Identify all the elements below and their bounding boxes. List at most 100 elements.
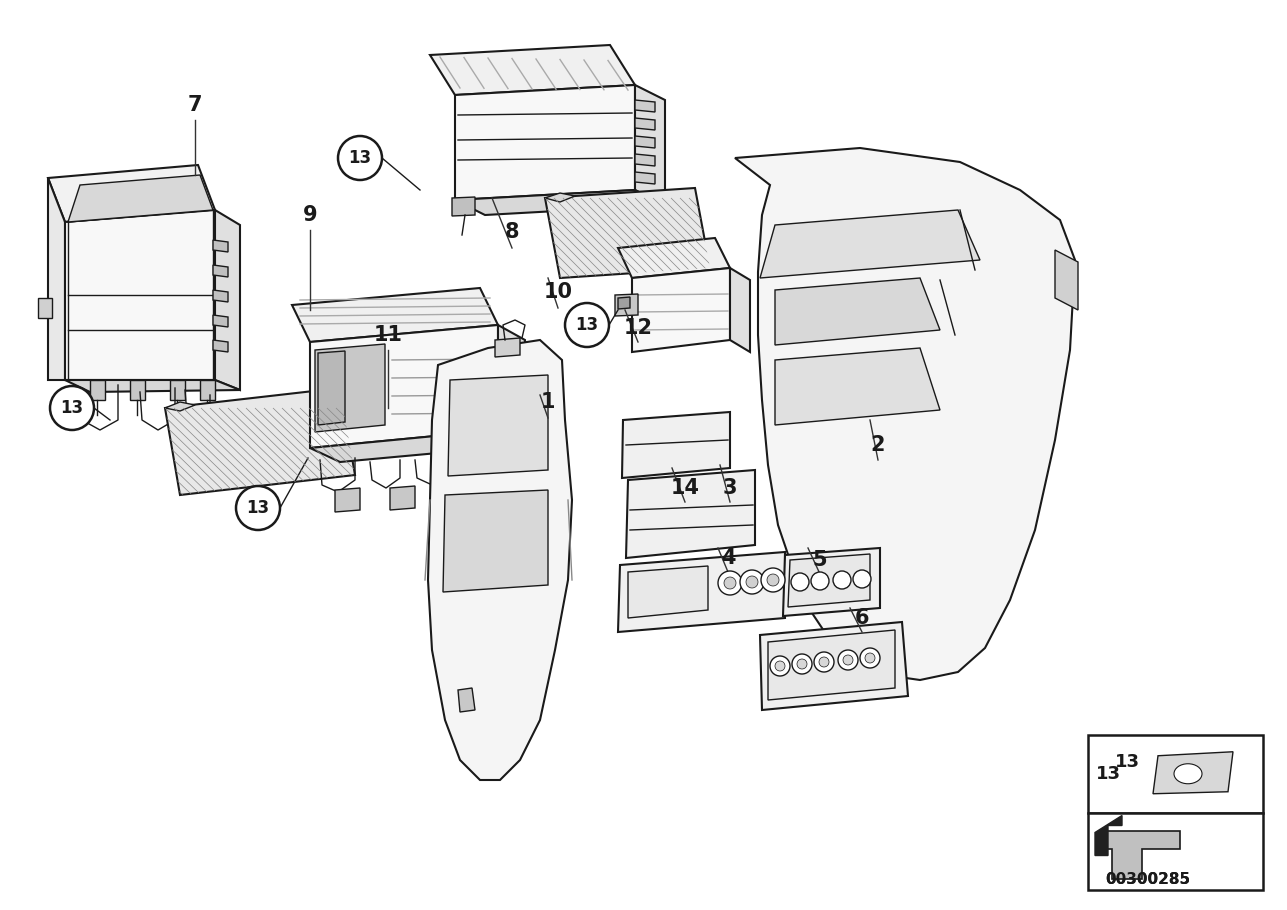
Polygon shape [130,380,145,400]
Polygon shape [544,193,575,202]
Polygon shape [335,488,360,512]
Polygon shape [214,240,228,252]
Polygon shape [735,148,1075,680]
Polygon shape [782,548,880,616]
Text: 3: 3 [723,478,737,498]
Polygon shape [498,325,525,445]
Circle shape [718,571,743,595]
Text: 00300285: 00300285 [1106,873,1190,887]
Polygon shape [730,268,750,352]
Circle shape [843,655,853,665]
Polygon shape [430,45,634,95]
Polygon shape [768,630,894,700]
Polygon shape [456,85,634,200]
Polygon shape [66,380,239,392]
Circle shape [740,570,764,594]
Circle shape [860,648,880,668]
Polygon shape [90,380,106,400]
Polygon shape [1055,250,1079,310]
Text: 8: 8 [505,222,519,242]
Polygon shape [634,154,655,166]
Circle shape [338,136,382,180]
Circle shape [236,486,281,530]
Polygon shape [622,412,730,478]
Polygon shape [775,348,940,425]
Text: 14: 14 [671,478,700,498]
Circle shape [770,656,790,676]
Circle shape [792,654,812,674]
Circle shape [565,303,609,347]
Polygon shape [452,197,475,216]
Polygon shape [292,288,498,342]
Text: 12: 12 [623,318,653,338]
Polygon shape [48,165,215,222]
Polygon shape [1088,735,1263,813]
Circle shape [853,570,871,588]
Polygon shape [634,85,665,205]
Polygon shape [632,268,730,352]
Polygon shape [628,566,708,618]
Circle shape [833,571,851,589]
Circle shape [792,573,810,591]
Polygon shape [634,118,655,130]
Polygon shape [443,490,548,592]
Text: 4: 4 [721,548,735,568]
Polygon shape [214,315,228,327]
Text: 10: 10 [543,282,573,302]
Text: 6: 6 [855,608,869,628]
Polygon shape [448,375,548,476]
Polygon shape [390,486,414,510]
Circle shape [838,650,858,670]
Polygon shape [310,325,498,448]
Polygon shape [214,265,228,277]
Polygon shape [456,190,665,215]
Polygon shape [634,136,655,148]
Circle shape [813,652,834,672]
Polygon shape [615,294,638,316]
Polygon shape [1088,813,1263,890]
Polygon shape [165,402,196,411]
Text: 11: 11 [373,325,403,345]
Polygon shape [214,340,228,352]
Polygon shape [318,351,345,425]
Circle shape [50,386,94,430]
Polygon shape [1100,831,1180,878]
Circle shape [725,577,736,589]
Circle shape [767,574,779,586]
Polygon shape [761,210,979,278]
Polygon shape [634,172,655,184]
Polygon shape [618,297,631,309]
Text: 13: 13 [349,149,372,167]
Polygon shape [1095,815,1122,855]
Polygon shape [215,210,239,390]
Circle shape [819,657,829,667]
Text: 00300285: 00300285 [1106,873,1190,887]
Text: 1: 1 [541,392,555,412]
Text: 13: 13 [1095,764,1121,783]
Polygon shape [165,388,355,495]
Circle shape [775,661,785,671]
Polygon shape [495,338,520,357]
Polygon shape [1153,752,1233,794]
Text: 7: 7 [188,95,202,115]
Circle shape [761,568,785,592]
Polygon shape [429,340,571,780]
Polygon shape [761,622,909,710]
Text: 13: 13 [575,316,598,334]
Circle shape [811,572,829,590]
Text: 13: 13 [246,499,269,517]
Text: 13: 13 [60,399,84,417]
Text: 2: 2 [871,435,885,455]
Polygon shape [775,278,940,345]
Polygon shape [618,238,730,278]
Polygon shape [199,380,215,400]
Polygon shape [214,290,228,302]
Text: 5: 5 [812,550,828,570]
Polygon shape [315,344,385,432]
Polygon shape [458,688,475,712]
Polygon shape [788,554,870,607]
Polygon shape [68,175,214,222]
Polygon shape [48,178,66,380]
Polygon shape [625,470,755,558]
Ellipse shape [1174,763,1202,784]
